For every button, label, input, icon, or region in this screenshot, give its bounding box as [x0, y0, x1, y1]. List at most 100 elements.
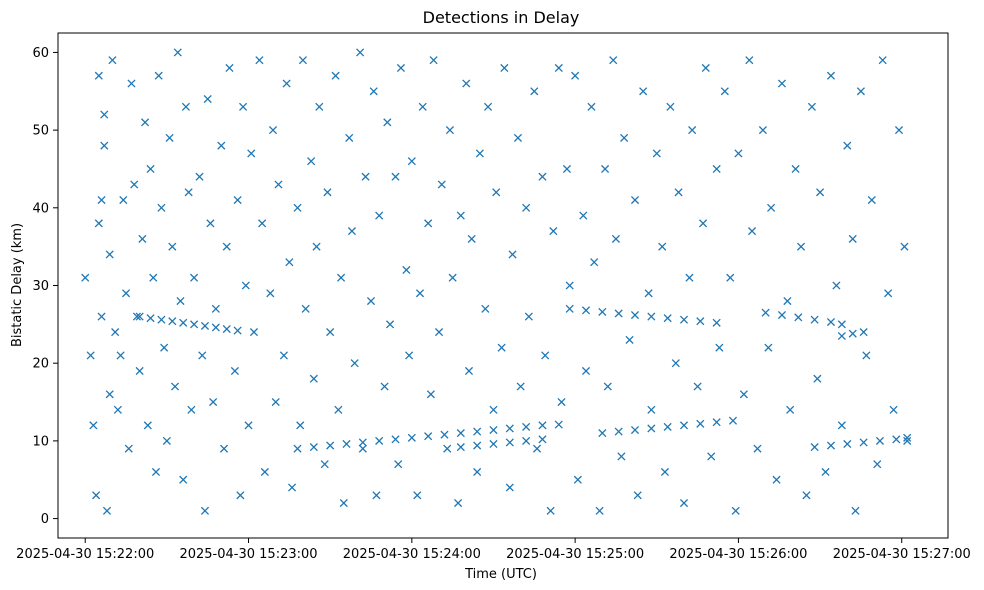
- data-point: [157, 203, 166, 212]
- data-point: [236, 491, 245, 500]
- data-point: [538, 421, 547, 430]
- data-point: [391, 435, 400, 444]
- data-point: [206, 219, 215, 228]
- data-point: [108, 56, 117, 65]
- data-point: [157, 315, 166, 324]
- data-point: [777, 79, 787, 88]
- data-point: [372, 491, 381, 500]
- data-point: [685, 273, 694, 282]
- data-point: [190, 273, 199, 282]
- data-point: [356, 48, 365, 57]
- data-point: [647, 312, 656, 321]
- data-point: [587, 102, 596, 111]
- data-point: [843, 141, 852, 150]
- data-point: [440, 430, 449, 439]
- data-point: [102, 506, 112, 515]
- y-axis-label: Bistatic Delay (km): [10, 223, 25, 347]
- data-point: [837, 331, 846, 341]
- data-point: [611, 234, 621, 243]
- data-point: [168, 317, 177, 326]
- data-point: [456, 443, 465, 452]
- data-point: [462, 79, 471, 88]
- x-tick-label: 2025-04-30 15:25:00: [506, 547, 644, 562]
- data-point: [867, 195, 876, 205]
- data-point: [758, 126, 767, 135]
- data-point: [350, 359, 359, 368]
- data-point: [660, 467, 670, 477]
- data-point: [617, 452, 626, 461]
- data-point: [875, 436, 885, 445]
- data-point: [848, 329, 857, 338]
- data-point: [345, 133, 354, 142]
- data-point: [796, 242, 806, 251]
- data-point: [375, 436, 384, 445]
- data-point: [301, 304, 310, 313]
- data-point: [688, 126, 697, 135]
- data-point: [130, 180, 139, 189]
- data-point: [734, 149, 743, 158]
- data-point: [334, 405, 343, 414]
- data-point: [176, 296, 185, 306]
- data-point: [747, 227, 757, 236]
- data-point: [625, 335, 634, 344]
- data-point: [505, 424, 514, 433]
- data-point: [644, 289, 653, 298]
- x-tick-label: 2025-04-30 15:22:00: [16, 547, 154, 562]
- data-point: [753, 444, 762, 453]
- data-point: [630, 425, 640, 435]
- data-point: [116, 351, 125, 360]
- data-point: [268, 126, 278, 135]
- data-point: [127, 79, 136, 88]
- data-point: [255, 56, 264, 65]
- data-point: [712, 164, 721, 174]
- data-point: [274, 180, 283, 189]
- data-point: [149, 273, 158, 282]
- data-point: [200, 321, 210, 330]
- data-point: [312, 242, 321, 251]
- data-point: [693, 382, 702, 391]
- data-point: [361, 172, 370, 181]
- data-point: [347, 227, 357, 236]
- data-point: [786, 405, 795, 414]
- data-point: [609, 56, 618, 65]
- data-point: [260, 467, 269, 477]
- data-point: [516, 382, 525, 391]
- data-point: [298, 56, 308, 65]
- data-point: [266, 289, 275, 298]
- data-point: [856, 87, 865, 96]
- data-point: [105, 250, 114, 259]
- data-point: [135, 366, 144, 376]
- data-point: [810, 443, 819, 452]
- data-point: [454, 498, 463, 508]
- data-point: [342, 439, 351, 449]
- data-point: [135, 312, 144, 321]
- y-tick-label: 20: [32, 357, 49, 372]
- data-point: [464, 366, 474, 376]
- data-point: [179, 318, 188, 327]
- data-point: [728, 416, 738, 425]
- data-point: [247, 149, 256, 158]
- data-point: [151, 467, 161, 477]
- data-point: [489, 405, 498, 414]
- data-point: [579, 211, 588, 220]
- data-point: [489, 439, 498, 449]
- data-point: [565, 304, 574, 313]
- data-point: [620, 133, 629, 142]
- data-point: [701, 63, 710, 73]
- data-point: [647, 405, 656, 414]
- scatter-marks: [81, 48, 912, 515]
- data-point: [826, 71, 836, 80]
- data-point: [679, 421, 689, 430]
- data-point: [720, 87, 729, 96]
- data-point: [146, 314, 155, 323]
- data-point: [492, 188, 501, 197]
- data-point: [475, 149, 484, 158]
- data-point: [581, 306, 591, 315]
- data-point: [456, 211, 465, 220]
- data-point: [282, 79, 291, 88]
- data-point: [851, 506, 860, 515]
- data-point: [141, 118, 150, 127]
- data-point: [113, 405, 122, 414]
- data-point: [366, 296, 376, 306]
